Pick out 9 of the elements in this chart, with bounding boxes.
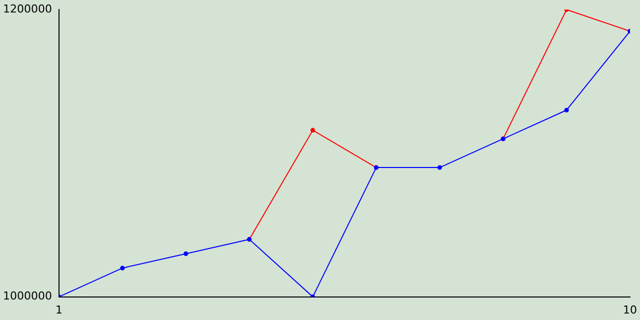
y-tick-label: 1200000 xyxy=(2,2,52,16)
y-tick-label: 1000000 xyxy=(2,290,52,303)
point xyxy=(310,128,316,133)
x-tick-label: 1 xyxy=(55,303,62,316)
point xyxy=(120,266,125,270)
point xyxy=(437,165,442,170)
point xyxy=(564,108,569,112)
point xyxy=(184,251,188,256)
x-tick-label: 10 xyxy=(623,303,637,316)
